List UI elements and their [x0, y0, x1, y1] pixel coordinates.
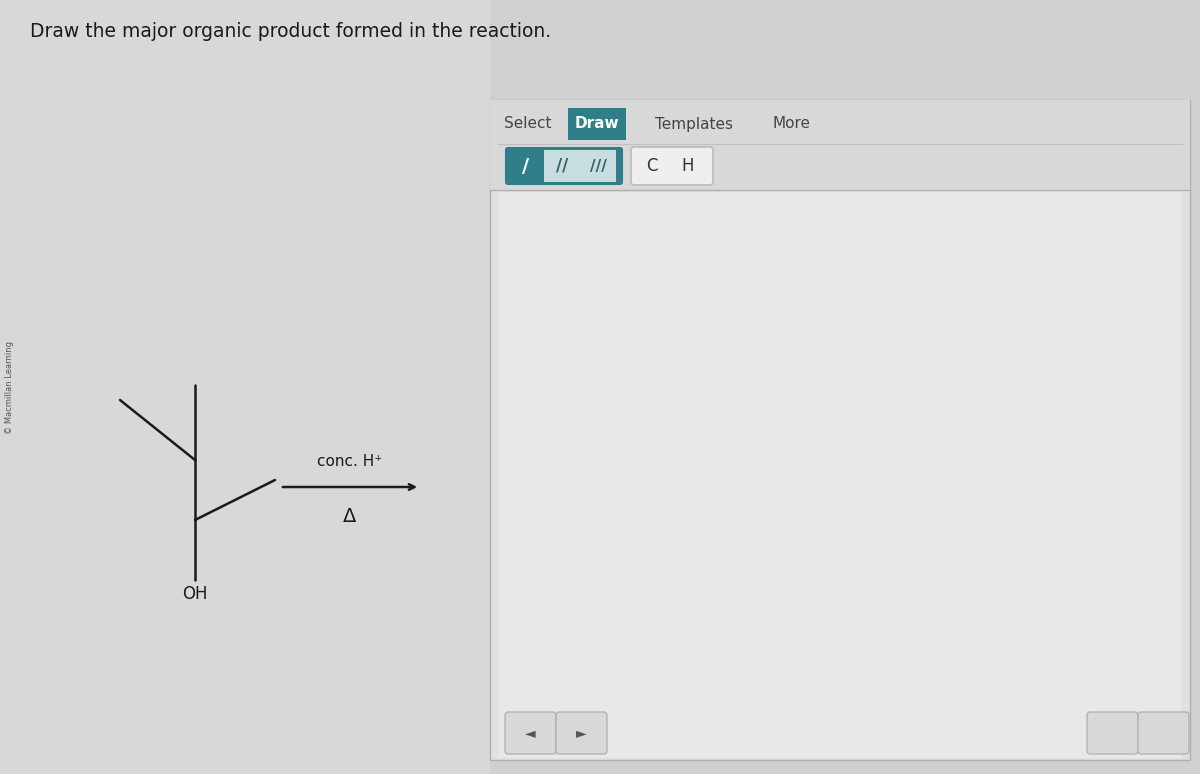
Bar: [544, 150, 580, 182]
FancyBboxPatch shape: [568, 108, 626, 140]
Text: Draw: Draw: [575, 117, 619, 132]
Text: © Macmillan Learning: © Macmillan Learning: [6, 341, 14, 433]
FancyBboxPatch shape: [556, 712, 607, 754]
FancyBboxPatch shape: [1138, 712, 1189, 754]
Bar: [508, 150, 544, 182]
Text: conc. H⁺: conc. H⁺: [317, 454, 383, 469]
Bar: [490, 100, 1190, 190]
Text: ///: ///: [589, 159, 606, 173]
Text: OH: OH: [182, 585, 208, 603]
Bar: [498, 192, 1182, 758]
Bar: [0, 0, 490, 774]
Text: ►: ►: [576, 726, 587, 740]
Text: Draw the major organic product formed in the reaction.: Draw the major organic product formed in…: [30, 22, 551, 41]
Text: ◄: ◄: [526, 726, 536, 740]
Text: C: C: [647, 157, 658, 175]
Text: //: //: [556, 157, 568, 175]
FancyBboxPatch shape: [505, 712, 556, 754]
FancyBboxPatch shape: [506, 148, 622, 184]
Text: Templates: Templates: [655, 117, 733, 132]
Text: Select: Select: [504, 117, 552, 132]
Bar: [490, 100, 1190, 760]
FancyBboxPatch shape: [1087, 712, 1138, 754]
Text: /: /: [522, 156, 529, 176]
FancyBboxPatch shape: [631, 147, 713, 185]
Text: More: More: [772, 117, 810, 132]
Bar: [580, 150, 616, 182]
Text: Δ: Δ: [343, 507, 356, 526]
Text: H: H: [682, 157, 695, 175]
